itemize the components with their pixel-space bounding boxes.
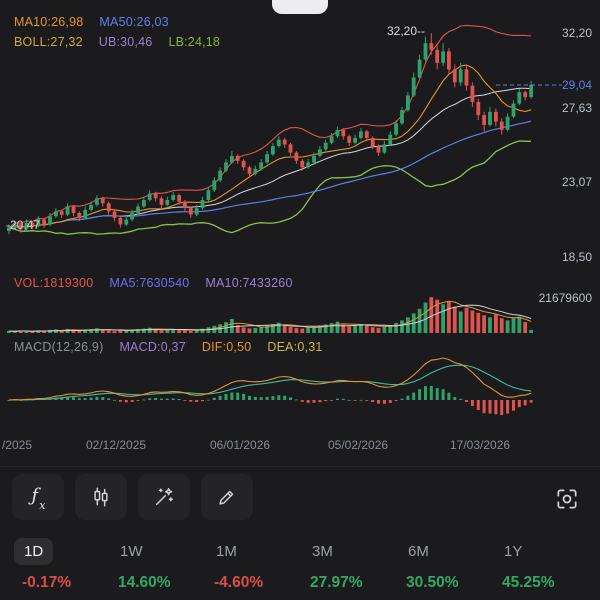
change-1w: 14.60% [118, 574, 171, 591]
toolbar-divider [0, 466, 600, 467]
change-1d: -0.17% [22, 574, 72, 591]
tab-1y[interactable]: 1Y [504, 543, 523, 560]
main-indicator-row-2: BOLL:27,32 UB:30,46 LB:24,18 [14, 35, 220, 49]
dif-label: DIF:0,50 [201, 340, 252, 354]
draw-button[interactable] [201, 474, 253, 520]
candlestick-icon [94, 487, 108, 507]
left-price-marker: -20,47 [6, 218, 41, 232]
macd-params-label: MACD(12,26,9) [14, 340, 104, 354]
screenshot-button[interactable] [550, 482, 584, 516]
dea-label: DEA:0,31 [267, 340, 323, 354]
change-1m: -4.60% [214, 574, 264, 591]
boll-ub-label: UB:30,46 [98, 35, 153, 49]
timeframe-col-1y: 1Y 45.25% [500, 538, 596, 592]
boll-label: BOLL:27,32 [14, 35, 83, 49]
date-tick: 06/01/2026 [210, 438, 271, 452]
peak-price-annotation: 32,20-- [386, 24, 425, 38]
tab-3m[interactable]: 3M [312, 543, 333, 560]
timeframe-col-3m: 3M 27.97% [308, 538, 404, 592]
tab-1m[interactable]: 1M [216, 543, 237, 560]
timeframe-section: 1D -0.17% 1W 14.60% 1M -4.60% 3M 27.97% … [14, 538, 596, 592]
vol-label: VOL:1819300 [14, 276, 94, 290]
chart-canvas[interactable] [0, 0, 600, 462]
pencil-icon [219, 490, 234, 505]
boll-lb-label: LB:24,18 [168, 35, 221, 49]
ma10-label: MA10:26,98 [14, 15, 84, 29]
phone-notch [272, 0, 328, 14]
timeframe-col-1m: 1M -4.60% [212, 538, 308, 592]
date-tick: 05/02/2026 [328, 438, 389, 452]
chart-toolbar: ƒx [12, 474, 253, 520]
macd-pane [7, 357, 533, 415]
volume-pane [7, 297, 533, 333]
timeframe-col-1d: 1D -0.17% [14, 538, 116, 592]
date-tick: 17/03/2026 [450, 438, 511, 452]
volume-axis-max: 21679600 [538, 291, 592, 305]
indicators-fx-button[interactable]: ƒx [12, 474, 64, 520]
change-6m: 30.50% [406, 574, 459, 591]
vol-ma10-label: MA10:7433260 [205, 276, 293, 290]
magic-wand-icon [155, 488, 173, 506]
x-axis: /2025 02/12/2025 06/01/2026 05/02/2026 17/03… [0, 438, 600, 454]
ma50-label: MA50:26,03 [99, 15, 169, 29]
chart-type-button[interactable] [75, 474, 127, 520]
tab-1d[interactable]: 1D [14, 538, 54, 565]
timeframe-col-6m: 6M 30.50% [404, 538, 500, 592]
change-1y: 45.25% [502, 574, 555, 591]
scan-focus-icon [557, 489, 577, 509]
price-pane [7, 24, 562, 235]
change-3m: 27.97% [310, 574, 363, 591]
tab-6m[interactable]: 6M [408, 543, 429, 560]
date-tick: 02/12/2025 [86, 438, 147, 452]
ai-tools-button[interactable] [138, 474, 190, 520]
macd-value-label: MACD:0,37 [119, 340, 186, 354]
date-tick: /2025 [2, 438, 33, 452]
timeframe-col-1w: 1W 14.60% [116, 538, 212, 592]
main-indicator-row-1: MA10:26,98 MA50:26,03 [14, 15, 169, 29]
macd-indicator-row: MACD(12,26,9) MACD:0,37 DIF:0,50 DEA:0,3… [14, 340, 323, 354]
vol-ma5-label: MA5:7630540 [109, 276, 190, 290]
volume-indicator-row: VOL:1819300 MA5:7630540 MA10:7433260 [14, 276, 293, 290]
tab-1w[interactable]: 1W [120, 543, 143, 560]
fx-icon: ƒx [31, 485, 46, 512]
